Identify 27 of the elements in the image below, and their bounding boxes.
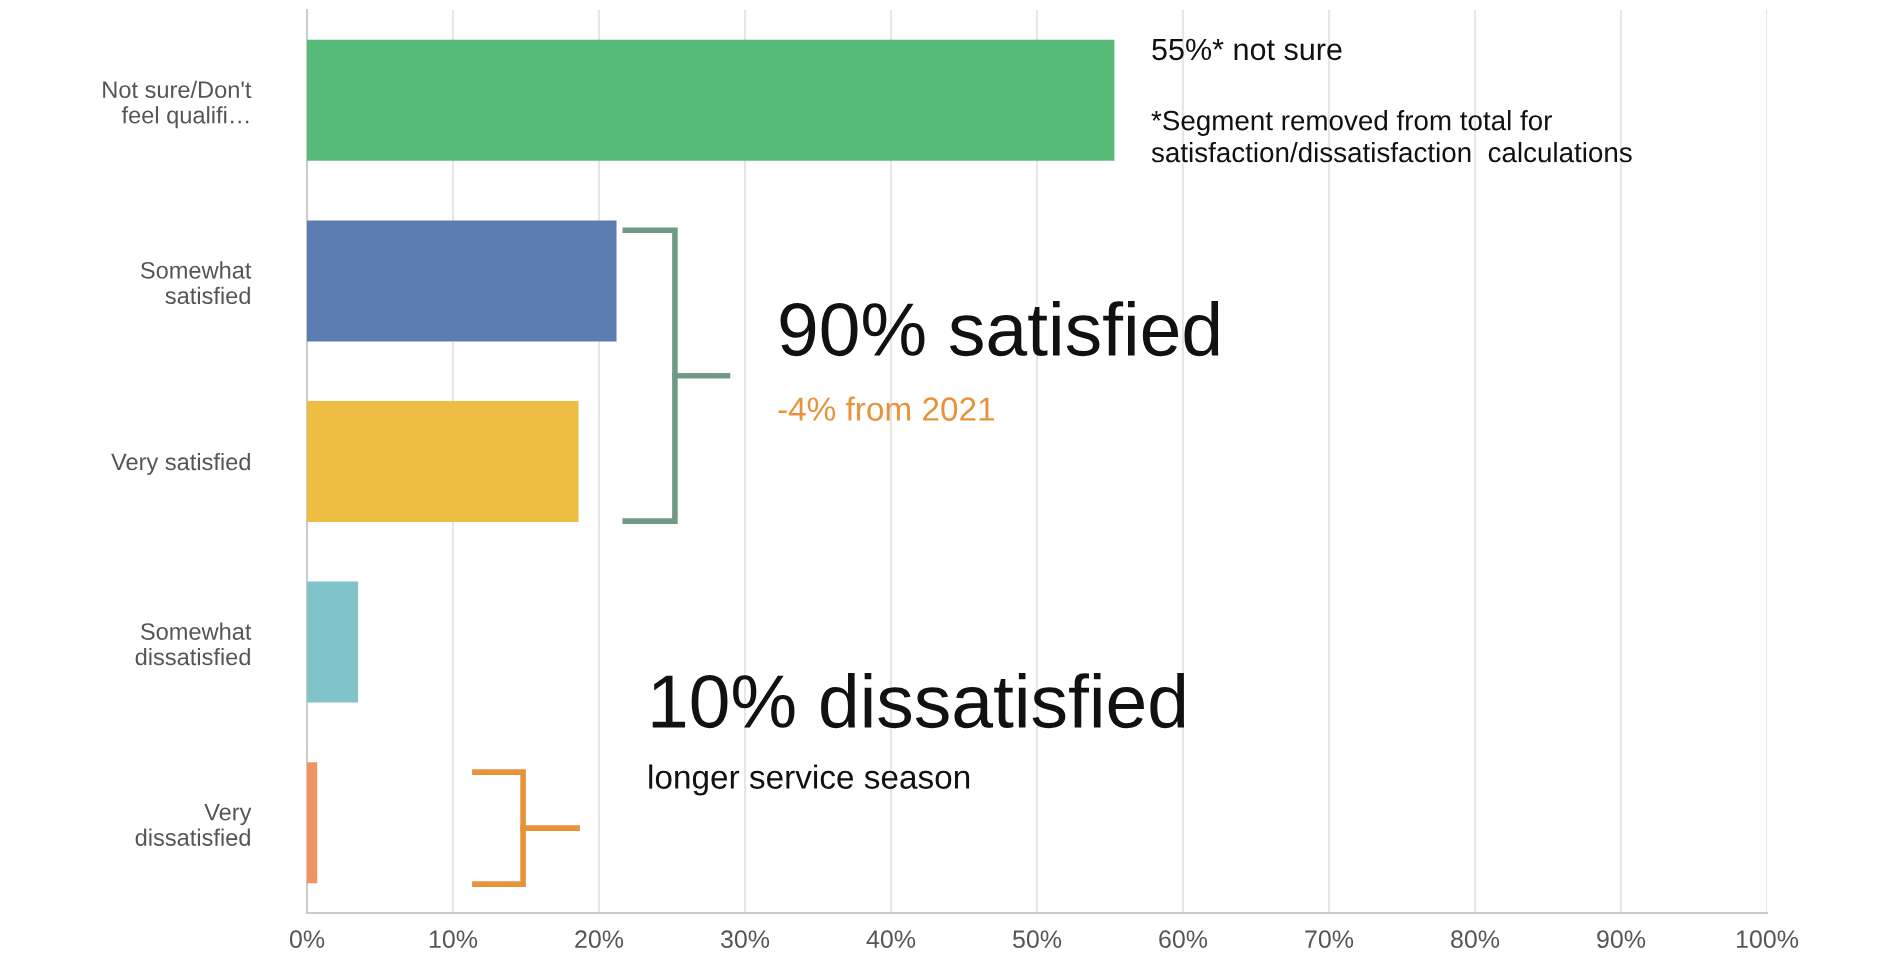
y-tick-label: Very dissatisfied xyxy=(135,804,252,846)
bar xyxy=(307,762,318,884)
y-tick-label: Not sure/Don't feel qualifi… xyxy=(103,80,252,129)
annotation: *Segment removed from total for satisfaction/dissatisfaction calculations xyxy=(1151,110,1632,163)
x-tick-label: 10% xyxy=(429,930,478,949)
x-tick-label: 100% xyxy=(1736,930,1799,949)
x-tick-label: 20% xyxy=(575,930,624,949)
x-tick-label: 60% xyxy=(1159,930,1208,949)
bar xyxy=(307,581,359,703)
x-tick-label: 70% xyxy=(1305,930,1354,949)
x-tick-label: 90% xyxy=(1597,930,1646,949)
x-tick-label: 50% xyxy=(1012,930,1062,949)
x-tick-label: 30% xyxy=(720,930,770,949)
y-tick-label: Somewhat dissatisfied xyxy=(135,622,252,666)
annotation: -4% from 2021 xyxy=(778,396,994,421)
x-tick-label: 40% xyxy=(866,930,916,949)
annotation: 10% dissatisfied xyxy=(652,673,1185,729)
y-tick-label: Very satisfied xyxy=(111,452,250,475)
x-tick-label: 0% xyxy=(289,930,325,949)
annotation: 55%* not sure xyxy=(1152,38,1342,61)
annotation: 90% satisfied xyxy=(780,301,1219,357)
bar xyxy=(307,401,579,522)
x-tick-label: 80% xyxy=(1451,930,1500,949)
bar xyxy=(307,39,1115,161)
y-tick-label: Somewhat satisfied xyxy=(140,261,252,305)
annotation: longer service season xyxy=(649,764,970,796)
bar xyxy=(307,220,617,342)
